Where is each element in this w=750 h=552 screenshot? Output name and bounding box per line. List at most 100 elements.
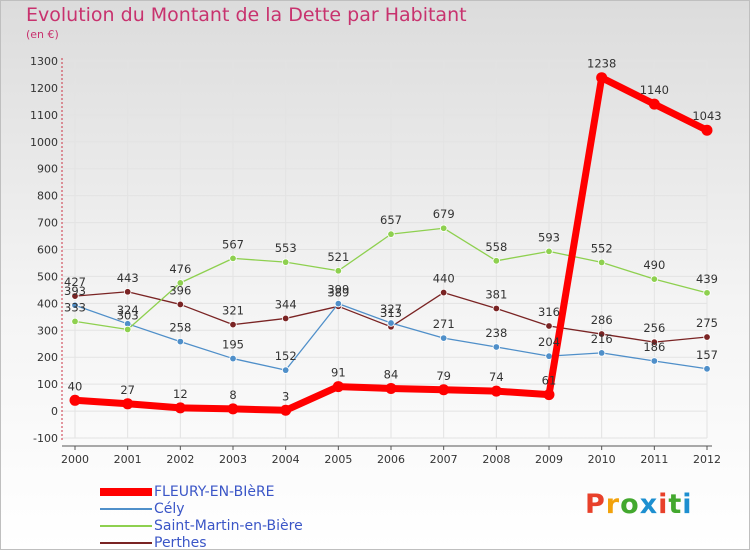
data-label: 27 <box>120 383 135 397</box>
x-tick-label: 2002 <box>166 453 194 466</box>
data-point <box>281 366 290 374</box>
data-point <box>174 402 186 414</box>
data-label: 303 <box>117 308 139 322</box>
legend-label: Saint-Martin-en-Bière <box>154 518 303 534</box>
data-point <box>69 394 81 406</box>
data-label: 657 <box>380 213 402 227</box>
data-label: 186 <box>643 340 665 354</box>
y-tick-label: 900 <box>37 163 58 176</box>
data-point <box>122 398 134 410</box>
data-point <box>492 304 501 313</box>
data-point <box>280 404 292 416</box>
data-label: 427 <box>64 275 86 289</box>
data-label: 593 <box>538 230 560 244</box>
data-label: 443 <box>117 271 139 285</box>
data-label: 553 <box>275 241 297 255</box>
data-label: 8 <box>229 388 236 402</box>
data-point <box>597 349 606 357</box>
data-point <box>281 258 290 266</box>
x-tick-label: 2010 <box>588 453 616 466</box>
proxiti-logo: Proxiti <box>585 489 693 520</box>
data-point <box>387 230 395 238</box>
chart-subtitle: (en €) <box>26 28 59 41</box>
x-tick-label: 2012 <box>693 453 721 466</box>
data-point <box>543 389 555 401</box>
data-point <box>229 254 237 263</box>
y-tick-label: 400 <box>37 297 58 310</box>
data-point <box>648 98 660 110</box>
data-point <box>176 300 185 309</box>
data-label: 490 <box>643 258 665 272</box>
legend-label: Cély <box>154 501 185 517</box>
data-label: 552 <box>591 241 613 255</box>
data-point <box>123 325 132 334</box>
data-label: 258 <box>169 321 191 335</box>
logo-letter: o <box>620 489 640 520</box>
data-point <box>385 382 397 394</box>
data-label: 313 <box>380 306 402 320</box>
data-label: 3 <box>282 389 289 403</box>
data-label: 195 <box>222 338 244 352</box>
x-tick-label: 2004 <box>272 453 300 466</box>
legend-label: Perthes <box>154 535 207 551</box>
y-tick-label: 1000 <box>30 136 58 149</box>
y-tick-label: 200 <box>37 351 58 364</box>
x-tick-label: 2006 <box>377 453 405 466</box>
data-point <box>597 258 606 267</box>
logo-letter: P <box>585 489 606 520</box>
data-label: 216 <box>591 332 613 346</box>
data-point <box>703 333 711 341</box>
data-point <box>71 317 79 326</box>
y-tick-label: 1300 <box>30 55 58 68</box>
data-point <box>334 267 343 275</box>
y-tick-label: 1200 <box>30 82 58 95</box>
legend-swatch <box>100 508 152 510</box>
data-point <box>650 275 659 283</box>
legend-swatch <box>100 542 152 544</box>
x-tick-label: 2001 <box>114 453 142 466</box>
data-label: 324 <box>117 303 139 317</box>
data-point <box>492 343 501 351</box>
data-point <box>229 354 237 363</box>
data-label: 79 <box>436 369 451 383</box>
data-point <box>650 357 659 365</box>
data-point <box>703 289 711 297</box>
data-label: 61 <box>542 374 557 388</box>
data-point <box>492 257 501 265</box>
data-label: 327 <box>380 302 402 316</box>
data-point <box>227 403 239 415</box>
data-label: 439 <box>696 272 718 286</box>
data-label: 333 <box>64 300 86 314</box>
data-label: 275 <box>696 316 718 330</box>
data-point <box>438 384 450 396</box>
x-tick-label: 2007 <box>430 453 458 466</box>
data-label: 1238 <box>587 57 616 71</box>
data-point <box>281 314 290 323</box>
data-point <box>332 381 344 393</box>
data-point <box>545 247 553 256</box>
data-point <box>176 279 185 287</box>
logo-letter: i <box>682 489 693 520</box>
x-tick-label: 2008 <box>482 453 510 466</box>
logo-letter: i <box>658 489 669 520</box>
x-tick-label: 2011 <box>640 453 668 466</box>
x-tick-label: 2000 <box>61 453 89 466</box>
data-label: 389 <box>327 285 349 299</box>
data-label: 1140 <box>640 83 669 97</box>
data-point <box>596 72 608 84</box>
data-point <box>439 224 448 232</box>
logo-letter: x <box>639 489 659 520</box>
chart-title: Evolution du Montant de la Dette par Hab… <box>26 4 467 26</box>
y-tick-label: 300 <box>37 324 58 337</box>
logo-letter: t <box>668 489 683 520</box>
y-tick-label: 700 <box>37 217 58 230</box>
data-point <box>71 292 79 300</box>
data-point <box>439 334 448 342</box>
y-tick-label: 100 <box>37 378 58 391</box>
data-point <box>597 330 606 338</box>
y-tick-label: -100 <box>33 432 58 445</box>
legend-swatch <box>100 488 152 496</box>
x-tick-label: 2003 <box>219 453 247 466</box>
data-label: 238 <box>485 326 507 340</box>
y-tick-label: 800 <box>37 190 58 203</box>
